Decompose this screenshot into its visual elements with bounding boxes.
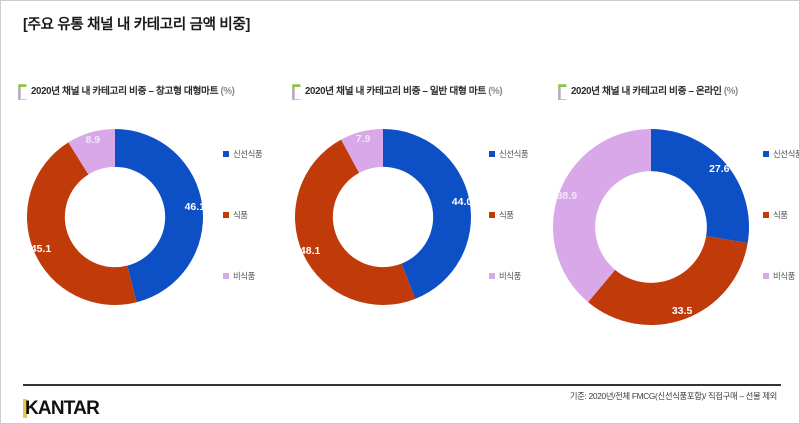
legend-label: 비식품 bbox=[499, 271, 521, 281]
legend-label: 비식품 bbox=[773, 271, 795, 281]
donut-svg bbox=[295, 129, 471, 305]
donut-slice-식품[interactable] bbox=[27, 142, 137, 305]
bracket-icon bbox=[18, 84, 27, 100]
donut-chart: 27.6 33.5 38.9 bbox=[553, 129, 749, 325]
donut-slice-비식품[interactable] bbox=[553, 129, 651, 303]
chart-panel-general-mart: 2020년 채널 내 카테고리 비중 – 일반 대형 마트 (%) 44.0 48… bbox=[283, 81, 567, 351]
donut-chart: 44.0 48.1 7.9 bbox=[295, 129, 472, 305]
logo-text: KANTAR bbox=[25, 398, 100, 419]
legend-item-신선식품[interactable]: 신선식품 bbox=[489, 147, 529, 161]
legend-label: 신선식품 bbox=[233, 149, 263, 159]
footer-divider bbox=[23, 384, 781, 386]
donut-chart: 46.1 45.1 8.9 bbox=[27, 129, 205, 305]
legend-swatch-icon bbox=[763, 273, 769, 279]
legend-item-비식품[interactable]: 비식품 bbox=[763, 269, 799, 283]
panel-header: 2020년 채널 내 카테고리 비중 – 창고형 대형마트 (%) bbox=[9, 81, 293, 107]
legend-swatch-icon bbox=[489, 273, 495, 279]
legend-label: 신선식품 bbox=[499, 149, 529, 159]
panel-header: 2020년 채널 내 카테고리 비중 – 일반 대형 마트 (%) bbox=[283, 81, 567, 107]
bracket-icon bbox=[292, 84, 301, 100]
legend-item-식품[interactable]: 식품 bbox=[223, 208, 262, 222]
kantar-logo: KANTAR bbox=[23, 398, 100, 419]
logo-accent-bar bbox=[23, 399, 27, 418]
footnote-text: 기준: 2020년/전체 FMCG(신선식품포함)/ 직접구매 – 선물 제외 bbox=[569, 391, 777, 401]
donut-slice-식품[interactable] bbox=[295, 139, 416, 305]
legend-label: 식품 bbox=[773, 210, 788, 220]
chart-panel-online: 2020년 채널 내 카테고리 비중 – 온라인 (%) 27.6 33.5 38.… bbox=[549, 81, 800, 351]
donut-slice-신선식품[interactable] bbox=[383, 129, 471, 299]
legend-label: 식품 bbox=[233, 210, 248, 220]
donut-slice-신선식품[interactable] bbox=[115, 129, 203, 303]
page-title: [주요 유통 채널 내 카테고리 금액 비중] bbox=[23, 17, 251, 33]
legend-label: 식품 bbox=[499, 210, 514, 220]
legend-swatch-icon bbox=[489, 212, 495, 218]
chart-panel-warehouse-mart: 2020년 채널 내 카테고리 비중 – 창고형 대형마트 (%) 46.1 45… bbox=[9, 81, 293, 351]
legend-item-식품[interactable]: 식품 bbox=[763, 208, 799, 222]
legend-item-식품[interactable]: 식품 bbox=[489, 208, 528, 222]
legend-swatch-icon bbox=[223, 151, 229, 157]
panel-subtitle: 2020년 채널 내 카테고리 비중 – 일반 대형 마트 (%) bbox=[305, 86, 503, 97]
legend-item-신선식품[interactable]: 신선식품 bbox=[223, 147, 263, 161]
legend-item-비식품[interactable]: 비식품 bbox=[489, 269, 528, 283]
legend-swatch-icon bbox=[763, 151, 769, 157]
donut-svg bbox=[27, 129, 203, 305]
donut-slice-비식품[interactable] bbox=[68, 129, 115, 175]
panel-subtitle: 2020년 채널 내 카테고리 비중 – 창고형 대형마트 (%) bbox=[31, 86, 235, 97]
legend-swatch-icon bbox=[763, 212, 769, 218]
bracket-icon bbox=[558, 84, 567, 100]
legend-swatch-icon bbox=[223, 273, 229, 279]
legend-swatch-icon bbox=[223, 212, 229, 218]
donut-slice-신선식품[interactable] bbox=[651, 129, 749, 243]
donut-slice-식품[interactable] bbox=[588, 236, 748, 325]
legend-label: 비식품 bbox=[233, 271, 255, 281]
donut-slice-비식품[interactable] bbox=[341, 129, 383, 173]
panel-header: 2020년 채널 내 카테고리 비중 – 온라인 (%) bbox=[549, 81, 799, 107]
panel-subtitle: 2020년 채널 내 카테고리 비중 – 온라인 (%) bbox=[571, 86, 738, 97]
legend-item-비식품[interactable]: 비식품 bbox=[223, 269, 262, 283]
donut-svg bbox=[553, 129, 749, 325]
legend-item-신선식품[interactable]: 신선식품 bbox=[763, 147, 800, 161]
legend-swatch-icon bbox=[489, 151, 495, 157]
legend-label: 신선식품 bbox=[773, 149, 800, 159]
